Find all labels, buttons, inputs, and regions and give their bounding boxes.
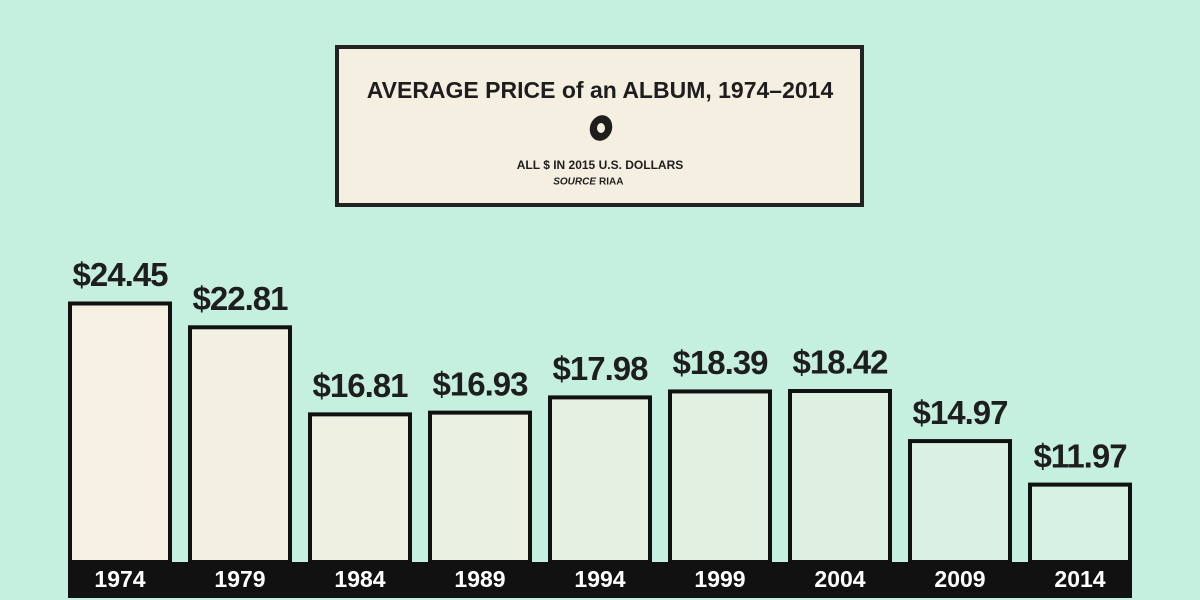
value-label: $18.39 xyxy=(673,344,769,381)
value-label: $22.81 xyxy=(193,280,289,317)
value-label: $16.81 xyxy=(313,367,409,404)
record-icon xyxy=(589,115,613,141)
bar xyxy=(188,325,292,564)
year-band xyxy=(68,562,1132,598)
x-tick-label: 1999 xyxy=(694,566,745,592)
value-label: $14.97 xyxy=(913,394,1008,431)
value-label: $11.97 xyxy=(1033,437,1126,474)
bar xyxy=(908,439,1012,565)
bar xyxy=(308,412,412,565)
value-label: $16.93 xyxy=(433,365,529,402)
bar xyxy=(1028,482,1132,564)
source: RIAA xyxy=(599,177,623,188)
bar xyxy=(788,389,892,564)
x-tick-label: 2014 xyxy=(1054,566,1105,592)
x-tick-label: 1979 xyxy=(214,566,265,592)
source-label: SOURCE xyxy=(553,177,596,188)
x-tick-label: 2009 xyxy=(934,566,985,592)
value-label: $17.98 xyxy=(553,350,649,387)
value-label: $24.45 xyxy=(73,256,169,293)
x-tick-label: 1994 xyxy=(574,566,625,592)
x-tick-label: 1974 xyxy=(94,566,145,592)
bar xyxy=(548,395,652,564)
x-tick-label: 2004 xyxy=(814,566,865,592)
bar xyxy=(68,301,172,564)
bar xyxy=(668,389,772,564)
chart-title: AVERAGE PRICE of an ALBUM, 1974–2014 xyxy=(367,77,834,103)
x-tick-label: 1984 xyxy=(334,566,385,592)
value-label: $18.42 xyxy=(793,344,889,381)
x-tick-label: 1989 xyxy=(454,566,505,592)
subtitle: ALL $ IN 2015 U.S. DOLLARS xyxy=(517,158,683,172)
bar xyxy=(428,410,532,564)
